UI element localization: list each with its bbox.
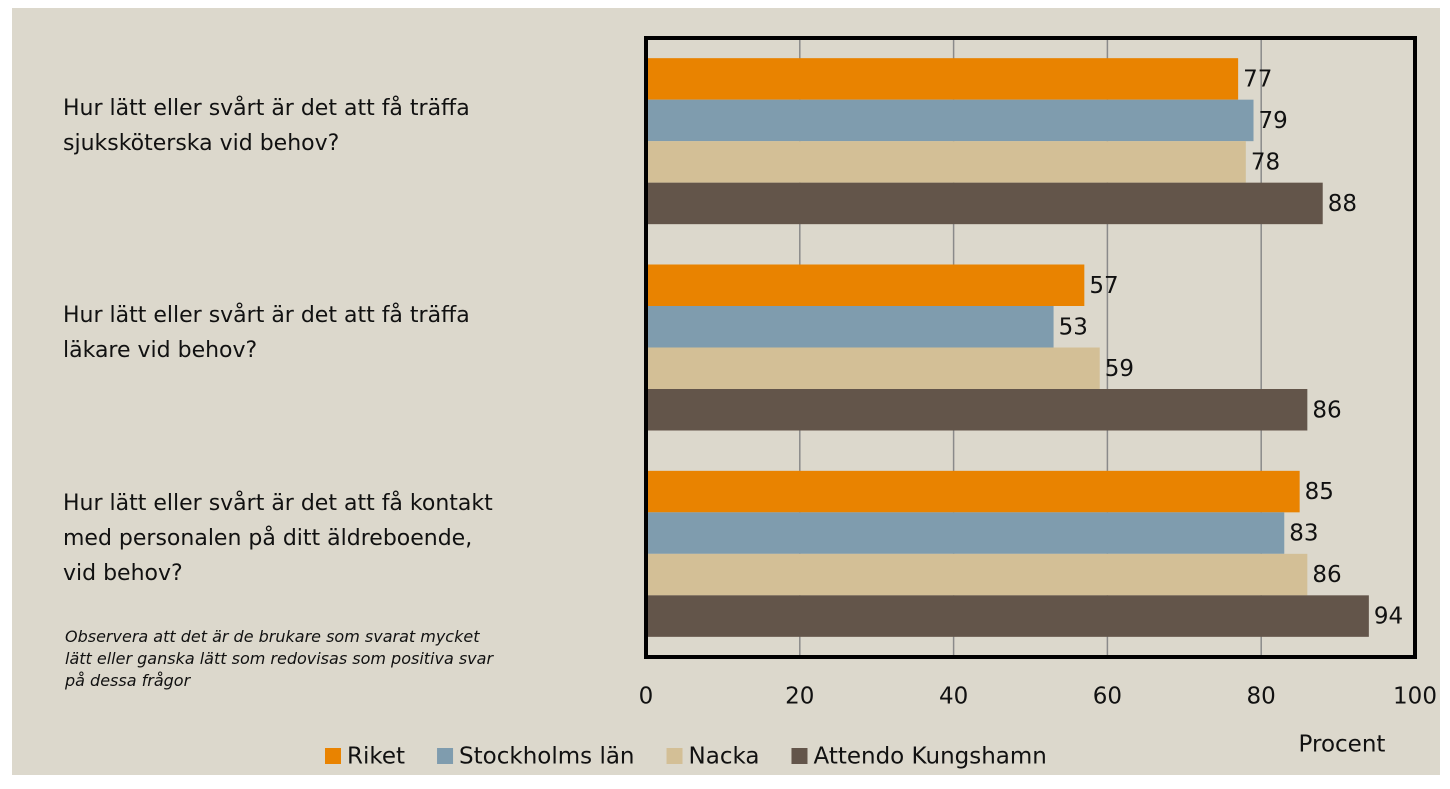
legend-swatch [437, 748, 454, 764]
x-tick-label: 100 [1393, 684, 1437, 710]
x-tick-label: 20 [785, 684, 814, 710]
bar [646, 141, 1246, 183]
value-label: 94 [1374, 604, 1403, 630]
value-label: 78 [1251, 149, 1280, 175]
bar [646, 512, 1285, 554]
bar [646, 264, 1085, 306]
legend-swatch [791, 748, 808, 764]
value-label: 79 [1259, 108, 1288, 134]
bar [646, 347, 1100, 389]
value-label: 86 [1312, 562, 1341, 588]
bar [646, 306, 1054, 348]
bar [646, 58, 1239, 100]
legend-swatch [666, 748, 683, 764]
x-tick-label: 0 [639, 684, 654, 710]
legend-label: Nacka [689, 744, 760, 770]
category-label: Hur lätt eller svårt är det att få träff… [63, 96, 470, 157]
value-label: 57 [1089, 273, 1118, 299]
x-axis-label: Procent [1299, 732, 1386, 758]
value-label: 85 [1305, 479, 1334, 505]
plot-border [644, 36, 1417, 659]
x-tick-label: 60 [1093, 684, 1122, 710]
x-tick-label: 80 [1247, 684, 1276, 710]
bar [646, 470, 1300, 513]
bar [646, 595, 1369, 637]
legend-label: Stockholms län [459, 744, 634, 770]
bar [646, 389, 1308, 431]
value-label: 88 [1328, 191, 1357, 217]
legend-label: Attendo Kungshamn [813, 744, 1046, 770]
value-label: 83 [1289, 521, 1318, 547]
value-label: 86 [1312, 397, 1341, 423]
bar [646, 99, 1254, 142]
bar [646, 553, 1308, 596]
note: Observera att det är de brukare som svar… [65, 627, 494, 690]
x-tick-label: 40 [939, 684, 968, 710]
category-label: Hur lätt eller svårt är det att få träff… [63, 302, 470, 363]
value-label: 59 [1105, 356, 1134, 382]
value-label: 77 [1243, 66, 1272, 92]
bar [646, 182, 1323, 225]
category-label: Hur lätt eller svårt är det att få konta… [63, 491, 493, 587]
legend-swatch [325, 748, 341, 764]
value-label: 53 [1059, 314, 1088, 340]
legend-label: Riket [347, 744, 405, 770]
